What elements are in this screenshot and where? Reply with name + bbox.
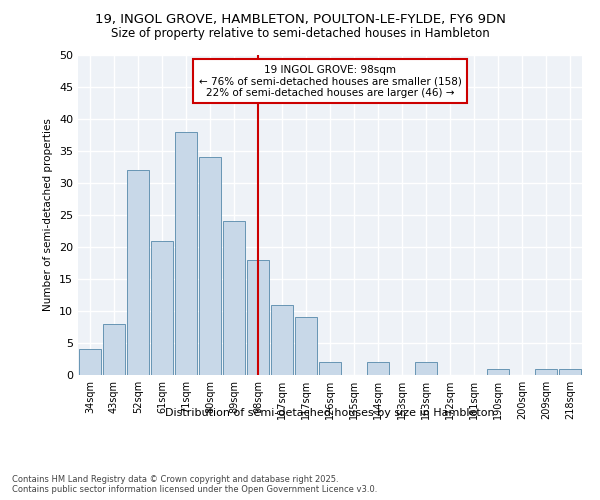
Text: Contains HM Land Registry data © Crown copyright and database right 2025.
Contai: Contains HM Land Registry data © Crown c… (12, 475, 377, 494)
Bar (535, 368, 557, 375)
Text: Distribution of semi-detached houses by size in Hambleton: Distribution of semi-detached houses by … (165, 408, 495, 418)
Bar (271, 304, 293, 375)
Y-axis label: Number of semi-detached properties: Number of semi-detached properties (43, 118, 53, 312)
Bar (487, 368, 509, 375)
Bar (295, 318, 317, 375)
Bar (199, 158, 221, 375)
Bar (415, 362, 437, 375)
Bar (103, 324, 125, 375)
Text: Size of property relative to semi-detached houses in Hambleton: Size of property relative to semi-detach… (110, 28, 490, 40)
Bar (79, 350, 101, 375)
Bar (151, 240, 173, 375)
Text: 19, INGOL GROVE, HAMBLETON, POULTON-LE-FYLDE, FY6 9DN: 19, INGOL GROVE, HAMBLETON, POULTON-LE-F… (95, 12, 505, 26)
Text: 19 INGOL GROVE: 98sqm
← 76% of semi-detached houses are smaller (158)
22% of sem: 19 INGOL GROVE: 98sqm ← 76% of semi-deta… (199, 64, 461, 98)
Bar (127, 170, 149, 375)
Bar (247, 260, 269, 375)
Bar (367, 362, 389, 375)
Bar (223, 222, 245, 375)
Bar (175, 132, 197, 375)
Bar (559, 368, 581, 375)
Bar (319, 362, 341, 375)
